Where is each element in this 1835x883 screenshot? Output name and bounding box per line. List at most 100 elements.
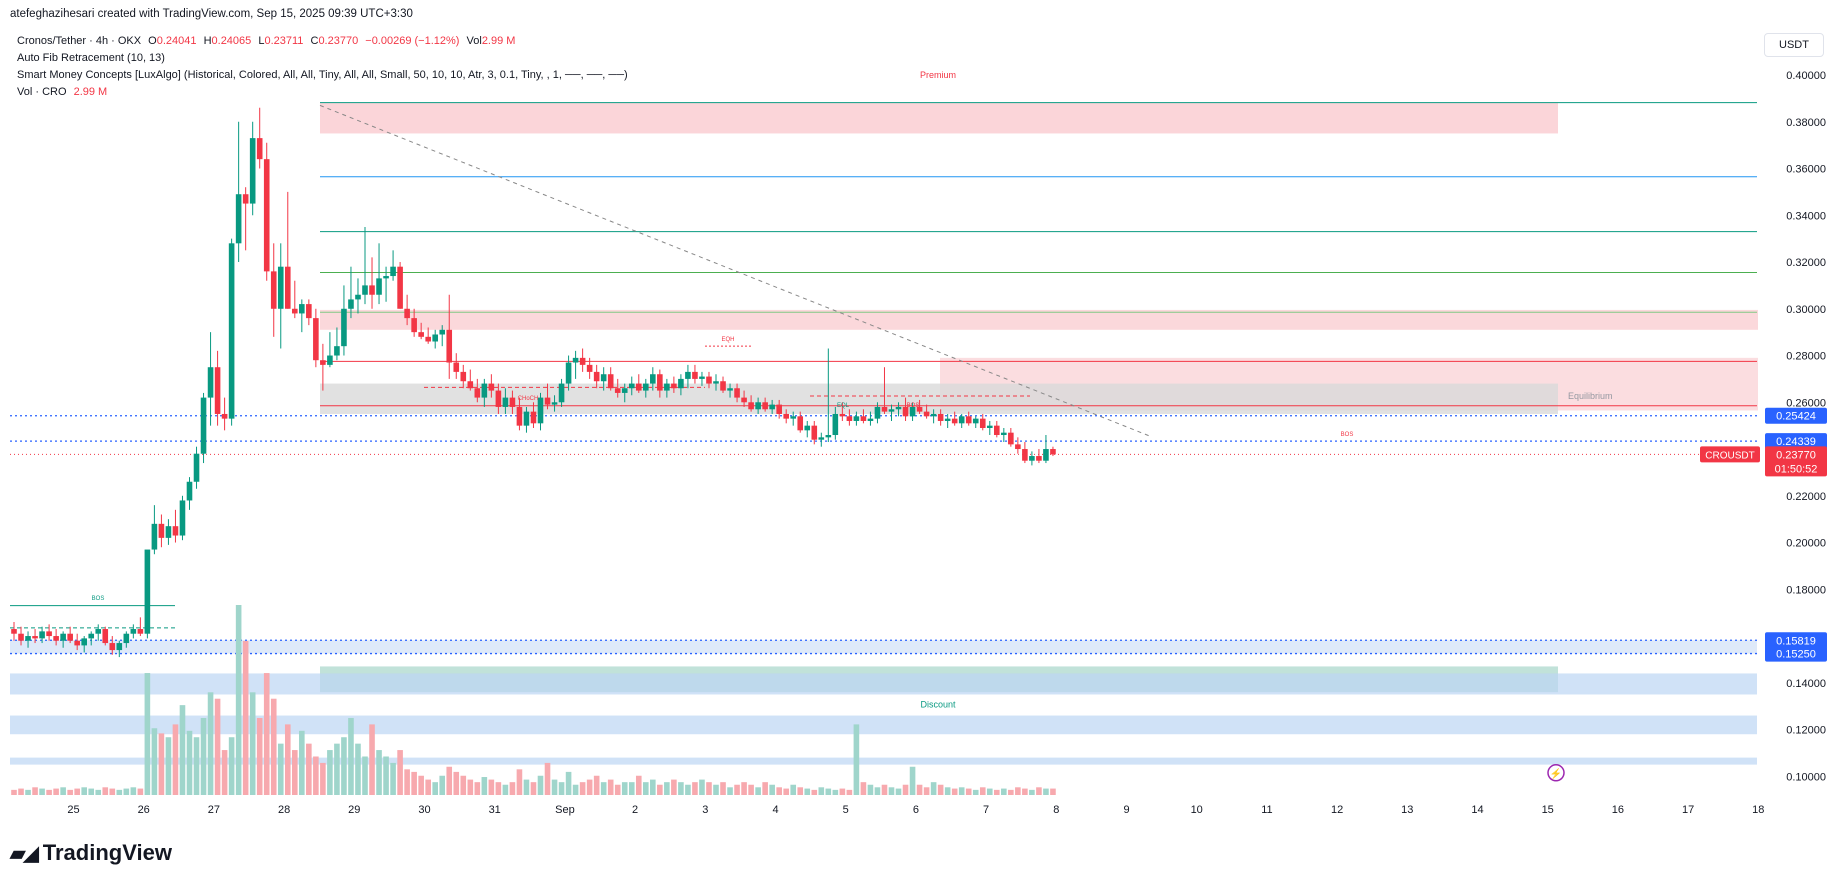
volume-bar	[186, 730, 193, 795]
candle-body	[214, 367, 221, 414]
volume-bar	[439, 775, 446, 795]
candle-body	[158, 523, 165, 538]
volume-bar	[874, 787, 881, 795]
volume-bar	[839, 788, 846, 795]
candle-body	[846, 416, 853, 421]
volume-bar	[888, 787, 895, 795]
candle-body	[299, 304, 305, 314]
equilibrium-zone	[320, 383, 1558, 414]
candle-body	[867, 418, 874, 421]
volume-bar	[172, 724, 179, 795]
discount-zone	[10, 715, 1757, 735]
volume-bar	[551, 779, 558, 795]
volume-bar	[221, 750, 228, 795]
volume-bar	[270, 698, 277, 795]
candle-body	[909, 406, 916, 417]
candle-body	[628, 383, 635, 389]
candle-body	[678, 378, 684, 389]
volume-bar	[986, 788, 993, 795]
candle-body	[544, 397, 551, 405]
candle-body	[355, 294, 361, 300]
x-tick-label: 7	[983, 804, 989, 816]
candle-body	[565, 362, 572, 384]
low-value: 0.23711	[264, 35, 304, 47]
volume-bar	[446, 766, 453, 795]
candle-body	[593, 371, 600, 382]
candle-body	[1036, 456, 1042, 461]
volume-bar	[193, 737, 200, 795]
candle-body	[383, 276, 389, 279]
candle-body	[762, 402, 768, 410]
volume-bar	[200, 717, 207, 795]
volume-bar	[284, 724, 291, 795]
volume-bar	[916, 784, 923, 795]
volume-bar	[383, 756, 389, 795]
tradingview-logo-text: TradingView	[42, 840, 172, 865]
candle-body	[1050, 449, 1056, 455]
candle-body	[748, 402, 754, 410]
candle-body	[362, 285, 368, 295]
volume-bar	[628, 782, 635, 795]
volume-bar	[214, 698, 221, 795]
volume-bar	[11, 789, 17, 795]
candle-body	[263, 159, 270, 272]
volume-bar	[144, 673, 151, 795]
candle-body	[895, 406, 902, 410]
candle-body	[481, 383, 488, 398]
indicator-volume[interactable]: Vol · CRO 2.99 M	[17, 86, 107, 98]
candle-body	[81, 638, 87, 646]
candle-body	[39, 631, 45, 639]
candle-body	[207, 367, 214, 398]
candle-body	[888, 409, 895, 412]
candle-body	[713, 381, 719, 384]
x-tick-label: 13	[1401, 804, 1413, 816]
volume-bar	[102, 787, 109, 795]
candle-body	[235, 194, 242, 244]
x-tick-label: 27	[208, 804, 220, 816]
volume-bar	[397, 750, 403, 795]
volume-bar	[832, 789, 839, 795]
volume-bar	[951, 788, 958, 795]
volume-bar	[867, 784, 874, 795]
candle-body	[937, 413, 944, 421]
candle-body	[783, 413, 789, 419]
volume-bar	[818, 787, 825, 795]
candle-body	[965, 416, 972, 424]
volume-bar	[39, 788, 45, 795]
indicator-smc[interactable]: Smart Money Concepts [LuxAlgo] (Historic…	[17, 69, 628, 81]
candle-body	[418, 332, 424, 337]
indicator-autofib[interactable]: Auto Fib Retracement (10, 13)	[17, 52, 165, 64]
volume-bar	[453, 771, 460, 795]
volume-bar	[734, 784, 740, 795]
x-tick-label: 11	[1261, 804, 1272, 816]
change-value: −0.00269 (−1.12%)	[365, 35, 460, 47]
tradingview-logo[interactable]: ▰◢ TradingView	[10, 840, 172, 866]
candle-body	[137, 629, 144, 634]
candle-body	[685, 371, 691, 379]
currency-selector[interactable]: USDT	[1764, 33, 1824, 57]
low-label: L	[258, 35, 265, 47]
demand-zone	[320, 666, 1558, 693]
candle-body	[1008, 432, 1014, 445]
volume-bar	[643, 782, 649, 795]
y-tick-label: 0.38000	[1786, 117, 1826, 129]
candle-body	[643, 383, 649, 391]
candle-body	[551, 402, 558, 405]
symbol-legend[interactable]: Cronos/Tether · 4h · OKX O0.24041 H0.240…	[17, 35, 515, 47]
candle-body	[853, 416, 860, 421]
symbol-badge	[1700, 446, 1760, 463]
volume-bar	[60, 787, 66, 795]
volume-bar	[1001, 788, 1007, 795]
volume-bar	[923, 787, 930, 795]
x-tick-label: 17	[1682, 804, 1694, 816]
discount-label: Discount	[920, 700, 956, 710]
candle-body	[832, 413, 839, 436]
candle-body	[1015, 444, 1021, 450]
volume-bar	[502, 784, 509, 795]
volume-bar	[692, 782, 698, 795]
y-tick-label: 0.18000	[1786, 584, 1826, 596]
volume-bar	[256, 717, 263, 795]
premium-label: Premium	[920, 70, 956, 80]
volume-bar	[537, 775, 544, 795]
